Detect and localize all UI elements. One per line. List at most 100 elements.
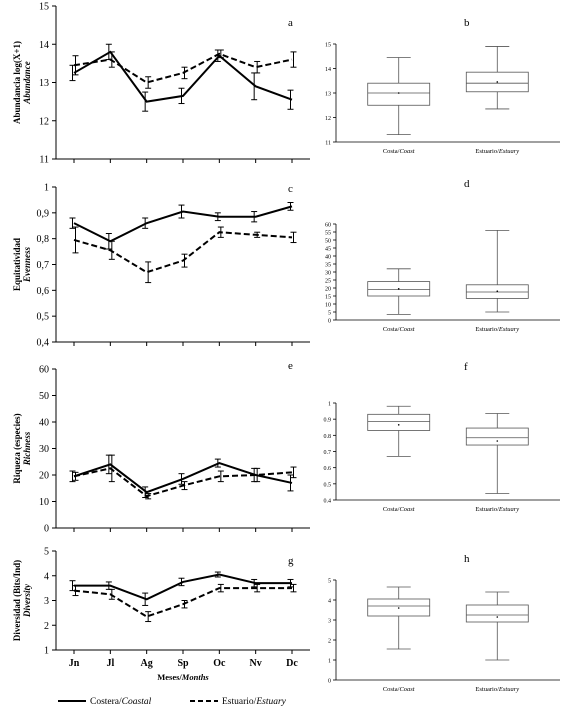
y-axis-title-g: Diversidad (Bits/Ind)	[12, 560, 22, 641]
category-label-italic: Coast	[399, 326, 414, 333]
line-panel-a: 11 12 13 14 15 Abundancia log(X+1) Abundance a	[12, 2, 310, 166]
category-label: Estuario/Estuary	[475, 506, 519, 513]
y-tick-label: 12	[39, 116, 49, 127]
y-tick-label: 2	[328, 639, 331, 645]
box-mean-marker	[496, 81, 499, 83]
series-coastal-g	[69, 571, 294, 606]
y-tick-label: 14	[325, 67, 331, 73]
series-line-coastal	[73, 462, 293, 494]
y-tick-label: 0.7	[324, 450, 332, 456]
boxplot-coast: Costa/Coast	[367, 586, 431, 693]
category-label-main: Costa/	[383, 326, 400, 333]
y-tick-label: 1	[44, 183, 49, 194]
y-tick-label: 55	[325, 231, 331, 237]
boxplot-estuary: Estuario/Estuary	[465, 591, 529, 693]
y-tick-label: 5	[328, 579, 331, 585]
boxplot-coast: Costa/Coast	[367, 57, 431, 155]
series-line-coastal	[74, 573, 292, 601]
panel-letter-a: a	[288, 17, 293, 29]
y-tick-label: 3	[44, 596, 49, 607]
panel-letter-g: g	[288, 555, 294, 567]
y-tick-label: 50	[325, 239, 331, 245]
series-line-estuary	[73, 467, 293, 498]
box-mean-marker	[397, 424, 400, 426]
y-tick-label: 25	[325, 279, 331, 285]
x-tick-label: Sp	[177, 658, 189, 669]
y-axis-subtitle-c: Evenness	[22, 247, 32, 284]
series-coastal-a	[69, 43, 294, 112]
series-line-estuary	[73, 231, 293, 274]
panel-letter-f: f	[464, 361, 468, 373]
series-estuary-g	[72, 583, 297, 623]
y-tick-label: 10	[39, 497, 49, 508]
boxplot-estuary: Estuario/Estuary	[465, 46, 529, 155]
category-label-main: Costa/	[383, 686, 400, 693]
y-tick-label: 0	[328, 679, 331, 685]
y-tick-label: 0.5	[324, 482, 332, 488]
x-axis-title-italic: Months	[181, 672, 210, 682]
y-tick-label: 5	[328, 311, 331, 317]
y-tick-label: 45	[325, 247, 331, 253]
category-label: Costa/Coast	[383, 148, 415, 155]
category-label: Estuario/Estuary	[475, 686, 519, 693]
y-tick-label: 13	[39, 78, 49, 89]
y-tick-label: 1	[328, 659, 331, 665]
legend-estuary-label: Estuario/Estuary	[222, 697, 287, 707]
x-tick-label: Jn	[69, 658, 80, 669]
y-tick-label: 20	[39, 471, 49, 482]
x-tick-label: Oc	[213, 658, 226, 669]
panel-letter-h: h	[464, 553, 470, 565]
box-iqr	[367, 82, 431, 106]
panel-letter-e: e	[288, 360, 293, 372]
y-tick-label: 0,8	[37, 234, 50, 245]
y-axis-title-e: Riqueza (especies)	[12, 413, 22, 483]
x-axis-title-main: Meses/	[157, 672, 182, 682]
category-label: Estuario/Estuary	[475, 326, 519, 333]
box-mean-marker	[496, 440, 499, 442]
y-tick-label: 1	[328, 402, 331, 408]
legend: Costera/Coastal Estuario/Estuary	[58, 697, 287, 707]
category-label-main: Costa/	[383, 506, 400, 513]
y-tick-label: 40	[39, 418, 49, 429]
category-label-italic: Estuary	[498, 506, 519, 513]
box-mean-marker	[397, 607, 400, 609]
box-panel-h: 0 1 2 3 4 5 h Costa/Coast Estuario/Estuary	[328, 553, 560, 693]
y-tick-label: 0.6	[324, 466, 332, 472]
y-tick-label: 35	[325, 263, 331, 269]
box-mean-marker	[397, 288, 400, 290]
x-tick-label: Ag	[141, 658, 153, 669]
y-tick-label: 60	[39, 365, 49, 376]
y-tick-label: 14	[39, 40, 49, 51]
y-tick-label: 3	[328, 619, 331, 625]
y-tick-label: 50	[39, 391, 49, 402]
y-tick-label: 0	[44, 524, 49, 535]
y-tick-label: 13	[325, 92, 331, 98]
category-label: Costa/Coast	[383, 506, 415, 513]
line-panel-g: 1 2 3 4 5 Jn Jl Ag Sp Oc Nv Dc Meses/Months Diversida…	[12, 547, 310, 682]
y-axis-subtitle-e: Richness	[22, 431, 32, 466]
y-axis-subtitle-g: Diversity	[22, 583, 32, 618]
category-label-italic: Coast	[399, 148, 414, 155]
series-estuary-c	[72, 226, 297, 284]
category-label-main: Costa/	[383, 148, 400, 155]
y-tick-label: 1	[44, 646, 49, 657]
boxplot-estuary: Estuario/Estuary	[465, 229, 529, 333]
y-axis-subtitle-a: Abundance	[22, 61, 32, 105]
box-panel-f: 0.4 0.5 0.6 0.7 0.8 0.9 1 f Costa/Coast Estuario/…	[324, 361, 560, 513]
y-tick-label: 0.8	[324, 434, 332, 440]
y-tick-label: 0,9	[37, 208, 50, 219]
box-mean-marker	[496, 290, 499, 293]
box-iqr	[367, 413, 431, 431]
box-panel-d: 0 5 10 15 20 25 30 35 40 45 50 55 60 d Costa/Coast Estu…	[325, 178, 560, 333]
x-tick-label: Jl	[106, 658, 114, 669]
y-tick-label: 0.4	[324, 499, 332, 505]
y-axis-title-a: Abundancia log(X+1)	[12, 41, 22, 124]
category-label-italic: Coast	[399, 686, 414, 693]
x-axis-title: Meses/Months	[157, 672, 209, 682]
x-tick-label: Nv	[250, 658, 262, 669]
category-label: Estuario/Estuary	[475, 148, 519, 155]
category-label-main: Estuario/	[475, 686, 499, 693]
y-tick-label: 40	[325, 255, 331, 261]
box-iqr	[465, 604, 529, 623]
